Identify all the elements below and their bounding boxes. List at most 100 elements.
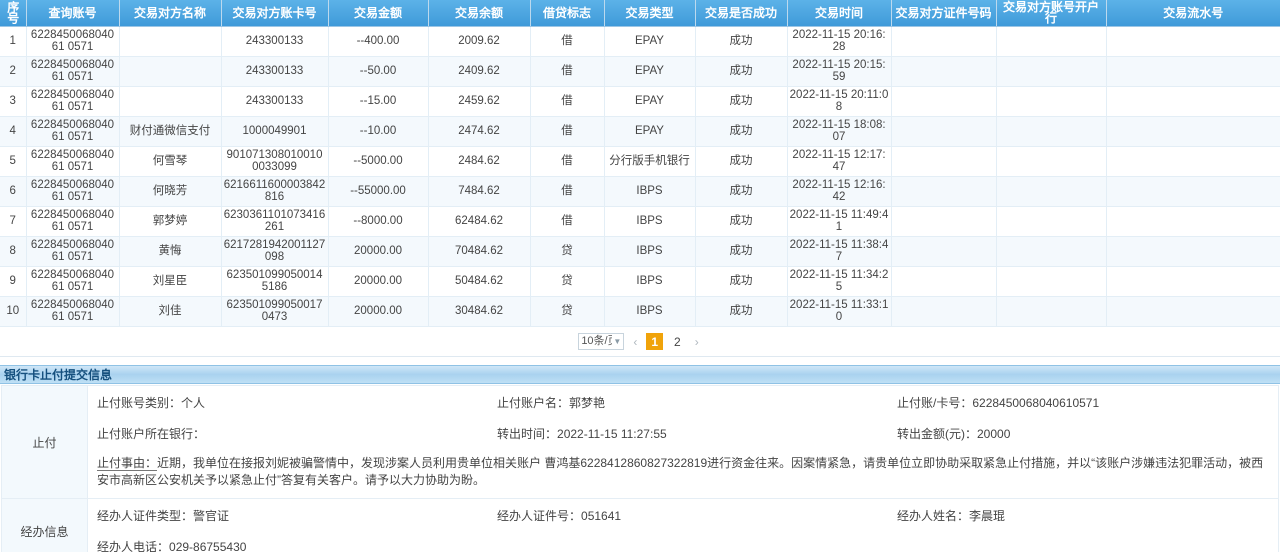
table-row[interactable]: 9 622845006804061 0571 刘星臣 6235010990500145… [0,266,1280,297]
cell-debit-credit: 借 [530,206,605,237]
table-row[interactable]: 6 622845006804061 0571 何晓芳 6216611600003842… [0,176,1280,207]
column-header-counterparty-name[interactable]: 交易对方名称 [119,0,222,27]
account-name-label: 止付账户名： [497,396,570,410]
cell-debit-credit: 借 [530,146,605,177]
out-time-field: 转出时间：2022-11-15 11:27:55 [489,418,889,449]
handler-phone-value: 029-86755430 [169,540,247,552]
cell-txn-type: EPAY [604,56,696,87]
cell-serial-no [1106,56,1280,87]
column-header-txn-type[interactable]: 交易类型 [604,0,696,27]
cell-counterparty-name: 郭梦婷 [119,206,222,237]
account-type-label: 止付账号类别： [97,396,182,410]
cell-amount: --50.00 [328,56,429,87]
column-header-amount[interactable]: 交易金额 [328,0,429,27]
cell-counterparty-card: 243300133 [221,56,329,87]
cell-counterparty-id [891,266,997,297]
transaction-table-body: 1 622845006804061 0571 243300133 --400.00 20… [0,26,1280,327]
column-header-balance[interactable]: 交易余额 [428,0,531,27]
column-header-debit-credit[interactable]: 借贷标志 [530,0,605,27]
cell-query-account: 622845006804061 0571 [26,206,120,237]
cell-counterparty-bank [996,266,1107,297]
cell-seq: 10 [0,296,27,327]
page-size-select[interactable]: 10条/页 ▼ [578,333,625,350]
table-row[interactable]: 4 622845006804061 0571 财付通微信支付 1000049901 --… [0,116,1280,147]
cell-counterparty-id [891,26,997,57]
cell-amount: --400.00 [328,26,429,57]
cell-query-account: 622845006804061 0571 [26,146,120,177]
card-no-value: 6228450068040610571 [972,396,1100,410]
table-row[interactable]: 2 622845006804061 0571 243300133 --50.00 240… [0,56,1280,87]
column-header-counterparty-bank[interactable]: 交易对方账号开户行 [996,0,1107,27]
next-page-button[interactable]: › [694,334,699,349]
handler-details: 经办人证件类型：警官证 经办人证件号：051641 经办人姓名：李晨琨 经办人电… [87,498,1279,552]
cell-counterparty-card: 6217281942001127098 [221,236,329,267]
table-row[interactable]: 7 622845006804061 0571 郭梦婷 6230361101073416… [0,206,1280,237]
cell-seq: 7 [0,206,27,237]
column-header-counterparty-card[interactable]: 交易对方账卡号 [221,0,329,27]
cell-counterparty-card: 243300133 [221,26,329,57]
cell-txn-time: 2022-11-15 20:16:28 [787,26,892,57]
column-header-seq[interactable]: 序号 [0,0,27,27]
cell-txn-time: 2022-11-15 20:11:08 [787,86,892,117]
cell-txn-time: 2022-11-15 12:16:42 [787,176,892,207]
cell-query-account: 622845006804061 0571 [26,56,120,87]
cell-counterparty-card: 6235010990500145186 [221,266,329,297]
out-time-label: 转出时间： [497,427,558,441]
handler-name-value: 李晨琨 [969,509,1006,523]
cell-seq: 1 [0,26,27,57]
cell-balance: 70484.62 [428,236,531,267]
cell-txn-type: IBPS [604,236,696,267]
cell-serial-no [1106,146,1280,177]
cell-serial-no [1106,116,1280,147]
stop-payment-line-2: 止付账户所在银行： 转出时间：2022-11-15 11:27:55 转出金额(… [89,418,1277,449]
column-header-txn-time[interactable]: 交易时间 [787,0,892,27]
cell-balance: 62484.62 [428,206,531,237]
cell-counterparty-id [891,146,997,177]
out-amount-label: 转出金额(元)： [897,427,977,441]
column-header-serial-no[interactable]: 交易流水号 [1106,0,1280,27]
handler-spacer-2 [889,531,1277,552]
prev-page-button[interactable]: ‹ [633,334,638,349]
cell-serial-no [1106,26,1280,57]
cell-amount: --55000.00 [328,176,429,207]
table-row[interactable]: 10 622845006804061 0571 刘佳 6235010990500170… [0,296,1280,327]
cell-query-account: 622845006804061 0571 [26,176,120,207]
stop-payment-info-table: 止付 止付账号类别：个人 止付账户名：郭梦艳 止付账/卡号：6228450068… [1,385,1279,552]
table-row[interactable]: 5 622845006804061 0571 何雪琴 9010713080100100… [0,146,1280,177]
column-header-counterparty-id[interactable]: 交易对方证件号码 [891,0,997,27]
cell-query-account: 622845006804061 0571 [26,86,120,117]
out-amount-field: 转出金额(元)：20000 [889,418,1277,449]
reason-text: 近期，我单位在接报刘妮被骗警情中，发现涉案人员利用贵单位相关账户 曹鸿基6228… [97,456,1264,487]
handler-row: 经办信息 经办人证件类型：警官证 经办人证件号：051641 经办人姓名：李晨琨 [1,498,1279,552]
page-button-1[interactable]: 1 [646,333,663,350]
column-header-seq-label: 序号 [5,1,20,23]
cell-counterparty-bank [996,176,1107,207]
cell-counterparty-id [891,236,997,267]
cell-counterparty-card: 1000049901 [221,116,329,147]
table-row[interactable]: 1 622845006804061 0571 243300133 --400.00 20… [0,26,1280,57]
cell-debit-credit: 借 [530,26,605,57]
table-row[interactable]: 3 622845006804061 0571 243300133 --15.00 245… [0,86,1280,117]
cell-txn-type: IBPS [604,176,696,207]
page-button-2[interactable]: 2 [674,334,681,349]
column-header-query-account[interactable]: 查询账号 [26,0,120,27]
table-row[interactable]: 8 622845006804061 0571 黄悔 62172819420011270… [0,236,1280,267]
cell-counterparty-id [891,116,997,147]
transaction-table-header-row: 序号 查询账号 交易对方名称 交易对方账卡号 交易金额 交易余额 借贷标志 交易… [0,0,1280,27]
cell-txn-time: 2022-11-15 11:38:47 [787,236,892,267]
cell-counterparty-name: 刘星臣 [119,266,222,297]
cell-balance: 7484.62 [428,176,531,207]
cell-success: 成功 [695,86,788,117]
account-name-value: 郭梦艳 [569,396,606,410]
cell-balance: 2459.62 [428,86,531,117]
stop-payment-panel: 银行卡止付提交信息 止付 止付账号类别：个人 止付账户名：郭梦艳 止付账/卡号：… [0,365,1280,552]
cell-counterparty-name: 刘佳 [119,296,222,327]
stop-payment-details: 止付账号类别：个人 止付账户名：郭梦艳 止付账/卡号：6228450068040… [87,385,1279,499]
cell-amount: 20000.00 [328,266,429,297]
cell-balance: 30484.62 [428,296,531,327]
column-header-success[interactable]: 交易是否成功 [695,0,788,27]
cell-txn-type: IBPS [604,296,696,327]
cell-serial-no [1106,236,1280,267]
cell-txn-time: 2022-11-15 20:15:59 [787,56,892,87]
cell-success: 成功 [695,266,788,297]
